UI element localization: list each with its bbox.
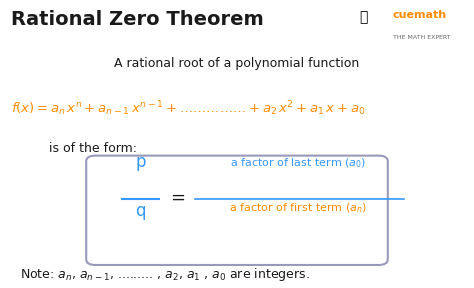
FancyBboxPatch shape	[86, 156, 388, 265]
Text: =: =	[171, 189, 186, 207]
Text: A rational root of a polynomial function: A rational root of a polynomial function	[114, 58, 360, 71]
Text: Note: $a_n$, $a_{n-1}$, ......... , $a_2$, $a_1$ , $a_0$ are integers.: Note: $a_n$, $a_{n-1}$, ......... , $a_2…	[20, 266, 310, 283]
Text: $f(x) = a_n\,x^n + a_{n-1}\,x^{n-1} + \ldots\ldots\ldots\ldots\ldots+ a_2\,x^2 +: $f(x) = a_n\,x^n + a_{n-1}\,x^{n-1} + \l…	[11, 100, 365, 118]
Text: p: p	[135, 153, 146, 171]
Text: 🚀: 🚀	[359, 10, 368, 24]
Text: q: q	[135, 202, 146, 220]
Text: is of the form:: is of the form:	[48, 142, 137, 155]
Text: Rational Zero Theorem: Rational Zero Theorem	[11, 10, 264, 29]
Text: cuemath: cuemath	[392, 10, 447, 20]
Text: a factor of first term $(a_n)$: a factor of first term $(a_n)$	[229, 202, 367, 215]
Text: a factor of last term $(a_0)$: a factor of last term $(a_0)$	[230, 156, 366, 170]
Text: THE MATH EXPERT: THE MATH EXPERT	[392, 35, 450, 40]
